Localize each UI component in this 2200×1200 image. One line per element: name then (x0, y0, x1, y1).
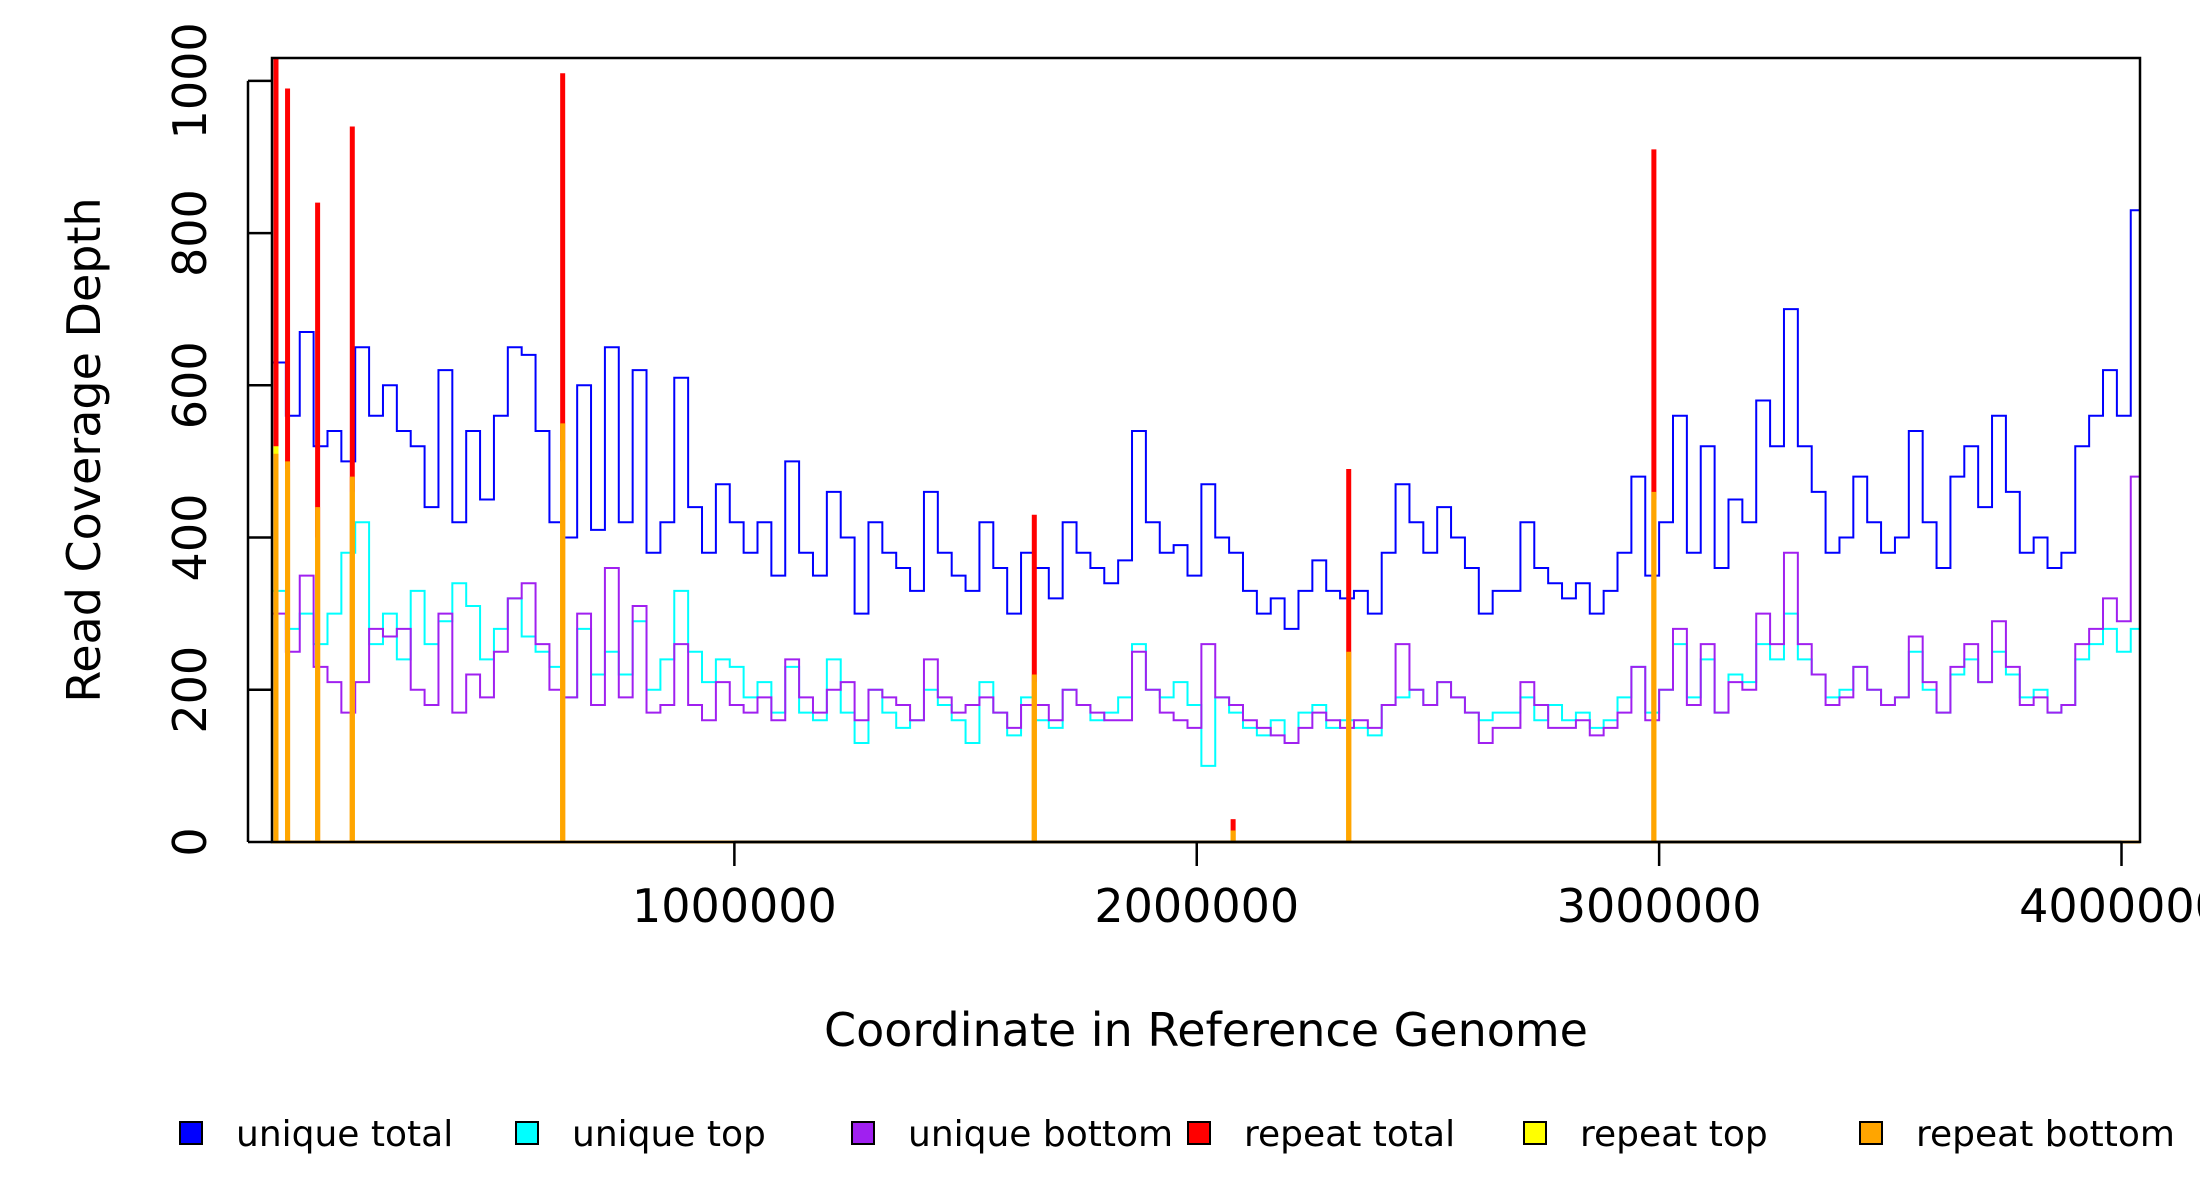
legend-label: repeat total (1244, 1114, 1455, 1155)
legend-label: repeat top (1580, 1114, 1768, 1155)
legend-swatch (1859, 1121, 1883, 1145)
series-unique-total (272, 209, 2141, 630)
legend-item: unique bottom (851, 1114, 1173, 1155)
series-line (272, 209, 2141, 630)
y-tick-label: 400 (163, 494, 217, 582)
series-unique-top (272, 521, 2141, 767)
legend-swatch (851, 1121, 875, 1145)
legend-item: unique total (179, 1114, 453, 1155)
x-axis-title: Coordinate in Reference Genome (824, 1003, 1588, 1057)
y-tick-label: 800 (163, 189, 217, 277)
y-tick-label: 200 (163, 646, 217, 734)
legend-swatch (1523, 1121, 1547, 1145)
legend: unique total unique top unique bottom repea… (179, 1114, 2175, 1155)
legend-swatch (515, 1121, 539, 1145)
plot-frame (270, 56, 2142, 844)
y-tick-label: 1000 (163, 22, 217, 139)
legend-item: unique top (515, 1114, 766, 1155)
x-tick-label: 1000000 (632, 879, 837, 933)
series-line (272, 521, 2141, 767)
series-unique-bottom (272, 475, 2141, 745)
series-repeat-bottom (272, 423, 2140, 844)
legend-swatch (1187, 1121, 1211, 1145)
y-tick-label: 0 (163, 827, 217, 856)
legend-label: unique top (572, 1114, 766, 1155)
legend-label: repeat bottom (1916, 1114, 2175, 1155)
legend-item: repeat total (1187, 1114, 1455, 1155)
x-tick-label: 2000000 (1094, 879, 1299, 933)
legend-label: unique bottom (908, 1114, 1173, 1155)
series-layer (272, 58, 2141, 844)
legend-swatch (179, 1121, 203, 1145)
series-repeat-total (272, 58, 2140, 844)
y-tick-label: 600 (163, 341, 217, 429)
legend-item: repeat top (1523, 1114, 1768, 1155)
y-axis: 0 200 400 600 800 1000 (163, 22, 272, 857)
legend-item: repeat bottom (1859, 1114, 2175, 1155)
legend-label: unique total (236, 1114, 453, 1155)
series-line (272, 475, 2141, 745)
y-axis-title: Read Coverage Depth (57, 197, 111, 702)
x-tick-label: 3000000 (1557, 879, 1762, 933)
